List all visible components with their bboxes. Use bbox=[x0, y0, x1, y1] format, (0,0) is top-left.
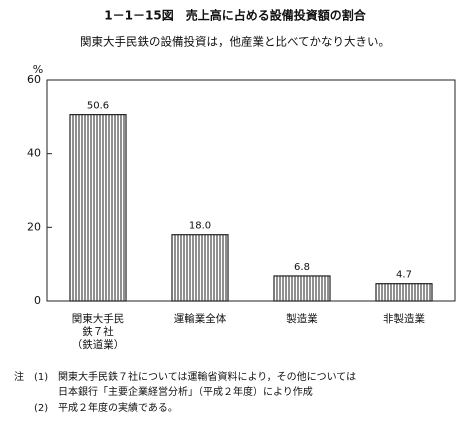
note-number: (1) bbox=[34, 372, 49, 383]
note-label: 注 bbox=[14, 372, 24, 383]
bar bbox=[171, 234, 229, 302]
bar bbox=[375, 283, 433, 302]
note-number: (2) bbox=[34, 403, 49, 414]
bar bbox=[273, 275, 331, 302]
y-tick-label: 40 bbox=[27, 147, 41, 160]
x-tick-label: 製造業 bbox=[286, 313, 318, 325]
value-label: 18.0 bbox=[189, 221, 211, 232]
y-tick-label: 60 bbox=[27, 73, 41, 86]
y-tick-label: 0 bbox=[34, 294, 41, 307]
note-text: 平成２年度の実績である。 bbox=[58, 403, 178, 414]
x-tick-label: 運輸業全体 bbox=[173, 313, 227, 325]
plot-frame bbox=[46, 79, 456, 302]
chart-subtitle: 関東大手民鉄の設備投資は，他産業と比べてかなり大きい。 bbox=[80, 35, 390, 49]
note-text: 関東大手民鉄７社については運輸省資料により，その他については 日本銀行「主要企業… bbox=[58, 372, 357, 398]
x-tick-label: 非製造業 bbox=[383, 313, 425, 325]
y-tick-label: 20 bbox=[27, 220, 41, 233]
value-label: 4.7 bbox=[396, 270, 412, 281]
y-unit: % bbox=[33, 63, 43, 76]
value-label: 6.8 bbox=[294, 262, 310, 273]
x-tick-label: 関東大手民 鉄７社 （鉄道業） bbox=[71, 313, 125, 351]
chart-title: 1－1－15図 売上高に占める設備投資額の割合 bbox=[104, 8, 366, 23]
value-label: 50.6 bbox=[87, 101, 109, 112]
bar bbox=[69, 114, 127, 302]
